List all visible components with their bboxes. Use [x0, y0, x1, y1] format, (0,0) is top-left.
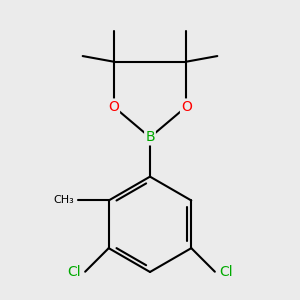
- Text: O: O: [108, 100, 119, 113]
- Text: Cl: Cl: [67, 265, 81, 279]
- Text: CH₃: CH₃: [54, 196, 74, 206]
- Text: Cl: Cl: [219, 265, 233, 279]
- Text: O: O: [181, 100, 192, 113]
- Text: B: B: [145, 130, 155, 144]
